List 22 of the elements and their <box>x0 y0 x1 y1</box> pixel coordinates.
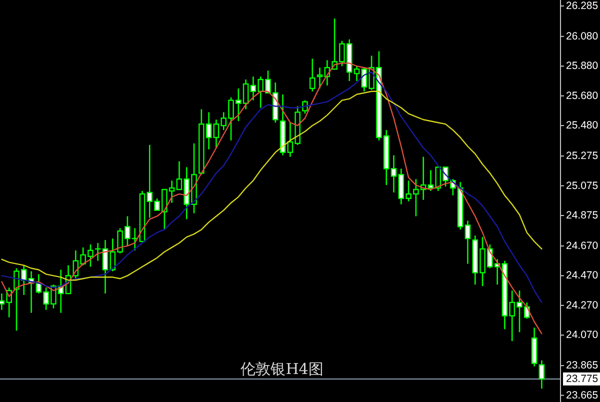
text: 伦敦银H4图 <box>240 360 324 378</box>
y-tick-label: 25.275 <box>566 150 598 162</box>
y-tick-label: 26.285 <box>566 0 598 12</box>
candlestick <box>302 100 308 114</box>
y-tick-label: 24.670 <box>566 240 598 252</box>
candlestick <box>102 239 108 294</box>
y-tick-label: 24.875 <box>566 209 598 222</box>
y-tick-label: 25.880 <box>566 60 598 72</box>
candlestick <box>464 220 471 264</box>
y-tick-label: 25.680 <box>566 90 598 102</box>
candlestick <box>309 58 316 92</box>
y-tick-label: 24.070 <box>566 329 598 342</box>
y-tick-label: 25.480 <box>566 120 598 132</box>
y-tick-label: 24.470 <box>566 270 598 282</box>
y-tick-label: 23.865 <box>566 360 598 372</box>
candlestick <box>316 66 323 90</box>
y-tick-label: 25.075 <box>566 180 598 192</box>
y-tick-label: 23.665 <box>566 389 598 402</box>
candlestick <box>538 360 545 390</box>
y-tick-label: 24.270 <box>566 299 598 312</box>
ref-line-label: 23.775 <box>566 372 598 385</box>
y-tick-label: 26.080 <box>566 30 598 42</box>
